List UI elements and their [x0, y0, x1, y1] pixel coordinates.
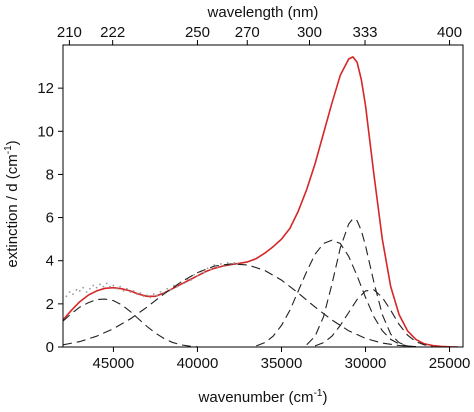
- measured-data-point: [65, 295, 68, 298]
- measured-data-point: [129, 291, 132, 293]
- y-tick-label: 0: [46, 339, 54, 356]
- measured-data-point: [72, 293, 74, 296]
- measured-data-point: [142, 295, 145, 298]
- plot-frame: [62, 44, 464, 348]
- y-tick-label: 4: [46, 253, 54, 270]
- measured-data-point: [75, 288, 78, 291]
- measured-data-point: [99, 283, 101, 286]
- measured-data-point: [196, 274, 199, 277]
- measured-data-point: [109, 285, 111, 288]
- x-tick-label: 40000: [177, 355, 219, 372]
- measured-data-point: [136, 293, 138, 296]
- measured-data-point: [183, 282, 185, 285]
- x-axis-title: wavenumber (cm-1): [198, 388, 328, 406]
- measured-data-point: [139, 292, 142, 294]
- measured-data-point: [92, 284, 95, 287]
- measured-data-point: [176, 285, 179, 288]
- measured-data-point: [112, 284, 115, 287]
- y-tick-label: 6: [46, 210, 54, 227]
- gaussian-component-6: [314, 289, 433, 347]
- y-tick-label: 10: [37, 123, 54, 140]
- measured-data-point: [206, 267, 209, 270]
- gaussian-component-5: [306, 218, 408, 347]
- measured-data-point: [125, 287, 128, 290]
- top-tick-label: 300: [297, 24, 322, 41]
- measured-data-point: [169, 288, 172, 291]
- gaussian-component-2: [63, 298, 198, 347]
- top-tick-label: 250: [185, 24, 210, 41]
- measured-data-point: [193, 273, 195, 276]
- measured-data-point: [152, 293, 155, 296]
- measured-data-point: [213, 264, 216, 266]
- top-tick-label: 333: [353, 24, 378, 41]
- measured-data-point: [156, 294, 159, 297]
- x-tick-label: 35000: [261, 355, 303, 372]
- top-tick-label: 210: [57, 24, 82, 41]
- top-tick-label: 222: [100, 24, 125, 41]
- measured-data-point: [226, 261, 229, 264]
- measured-data-point: [88, 287, 91, 290]
- gaussian-component-4: [256, 239, 416, 347]
- plot-area: [63, 56, 459, 347]
- measured-data-point: [230, 264, 232, 266]
- top-axis-title: wavelength (nm): [207, 4, 319, 21]
- fit-sum-line: [63, 56, 459, 347]
- x-tick-label: 25000: [429, 355, 471, 372]
- gaussian-component-3: [63, 263, 416, 347]
- measured-data-point: [122, 290, 125, 292]
- measured-data-point: [146, 294, 148, 297]
- measured-data-point: [223, 265, 226, 268]
- x-tick-label: 45000: [93, 355, 135, 372]
- measured-data-point: [68, 291, 71, 293]
- measured-data-point: [105, 282, 108, 285]
- measured-data-point: [173, 284, 175, 287]
- measured-data-point: [132, 290, 135, 292]
- measured-data-point: [95, 286, 98, 289]
- measured-data-point: [189, 279, 192, 282]
- measured-data-point: [166, 287, 169, 290]
- measured-data-point: [159, 291, 162, 293]
- top-tick-label: 270: [235, 24, 260, 41]
- measured-data-point: [82, 286, 85, 289]
- measured-data-point: [119, 285, 122, 288]
- measured-data-point: [209, 268, 212, 271]
- measured-data-point: [149, 296, 152, 299]
- measured-data-point: [78, 290, 81, 292]
- y-tick-label: 12: [37, 80, 54, 97]
- y-tick-label: 8: [46, 166, 54, 183]
- x-tick-label: 30000: [345, 355, 387, 372]
- measured-data-point: [216, 266, 219, 269]
- measured-data-point: [85, 291, 88, 293]
- measured-data-point: [233, 261, 236, 264]
- y-tick-label: 2: [46, 296, 54, 313]
- measured-data-point: [220, 263, 222, 265]
- y-axis-title: extinction / d (cm-1): [3, 140, 21, 267]
- measured-data-point: [115, 287, 118, 290]
- measured-data-point: [203, 271, 206, 274]
- measured-data-point: [102, 285, 105, 288]
- top-tick-label: 400: [437, 24, 462, 41]
